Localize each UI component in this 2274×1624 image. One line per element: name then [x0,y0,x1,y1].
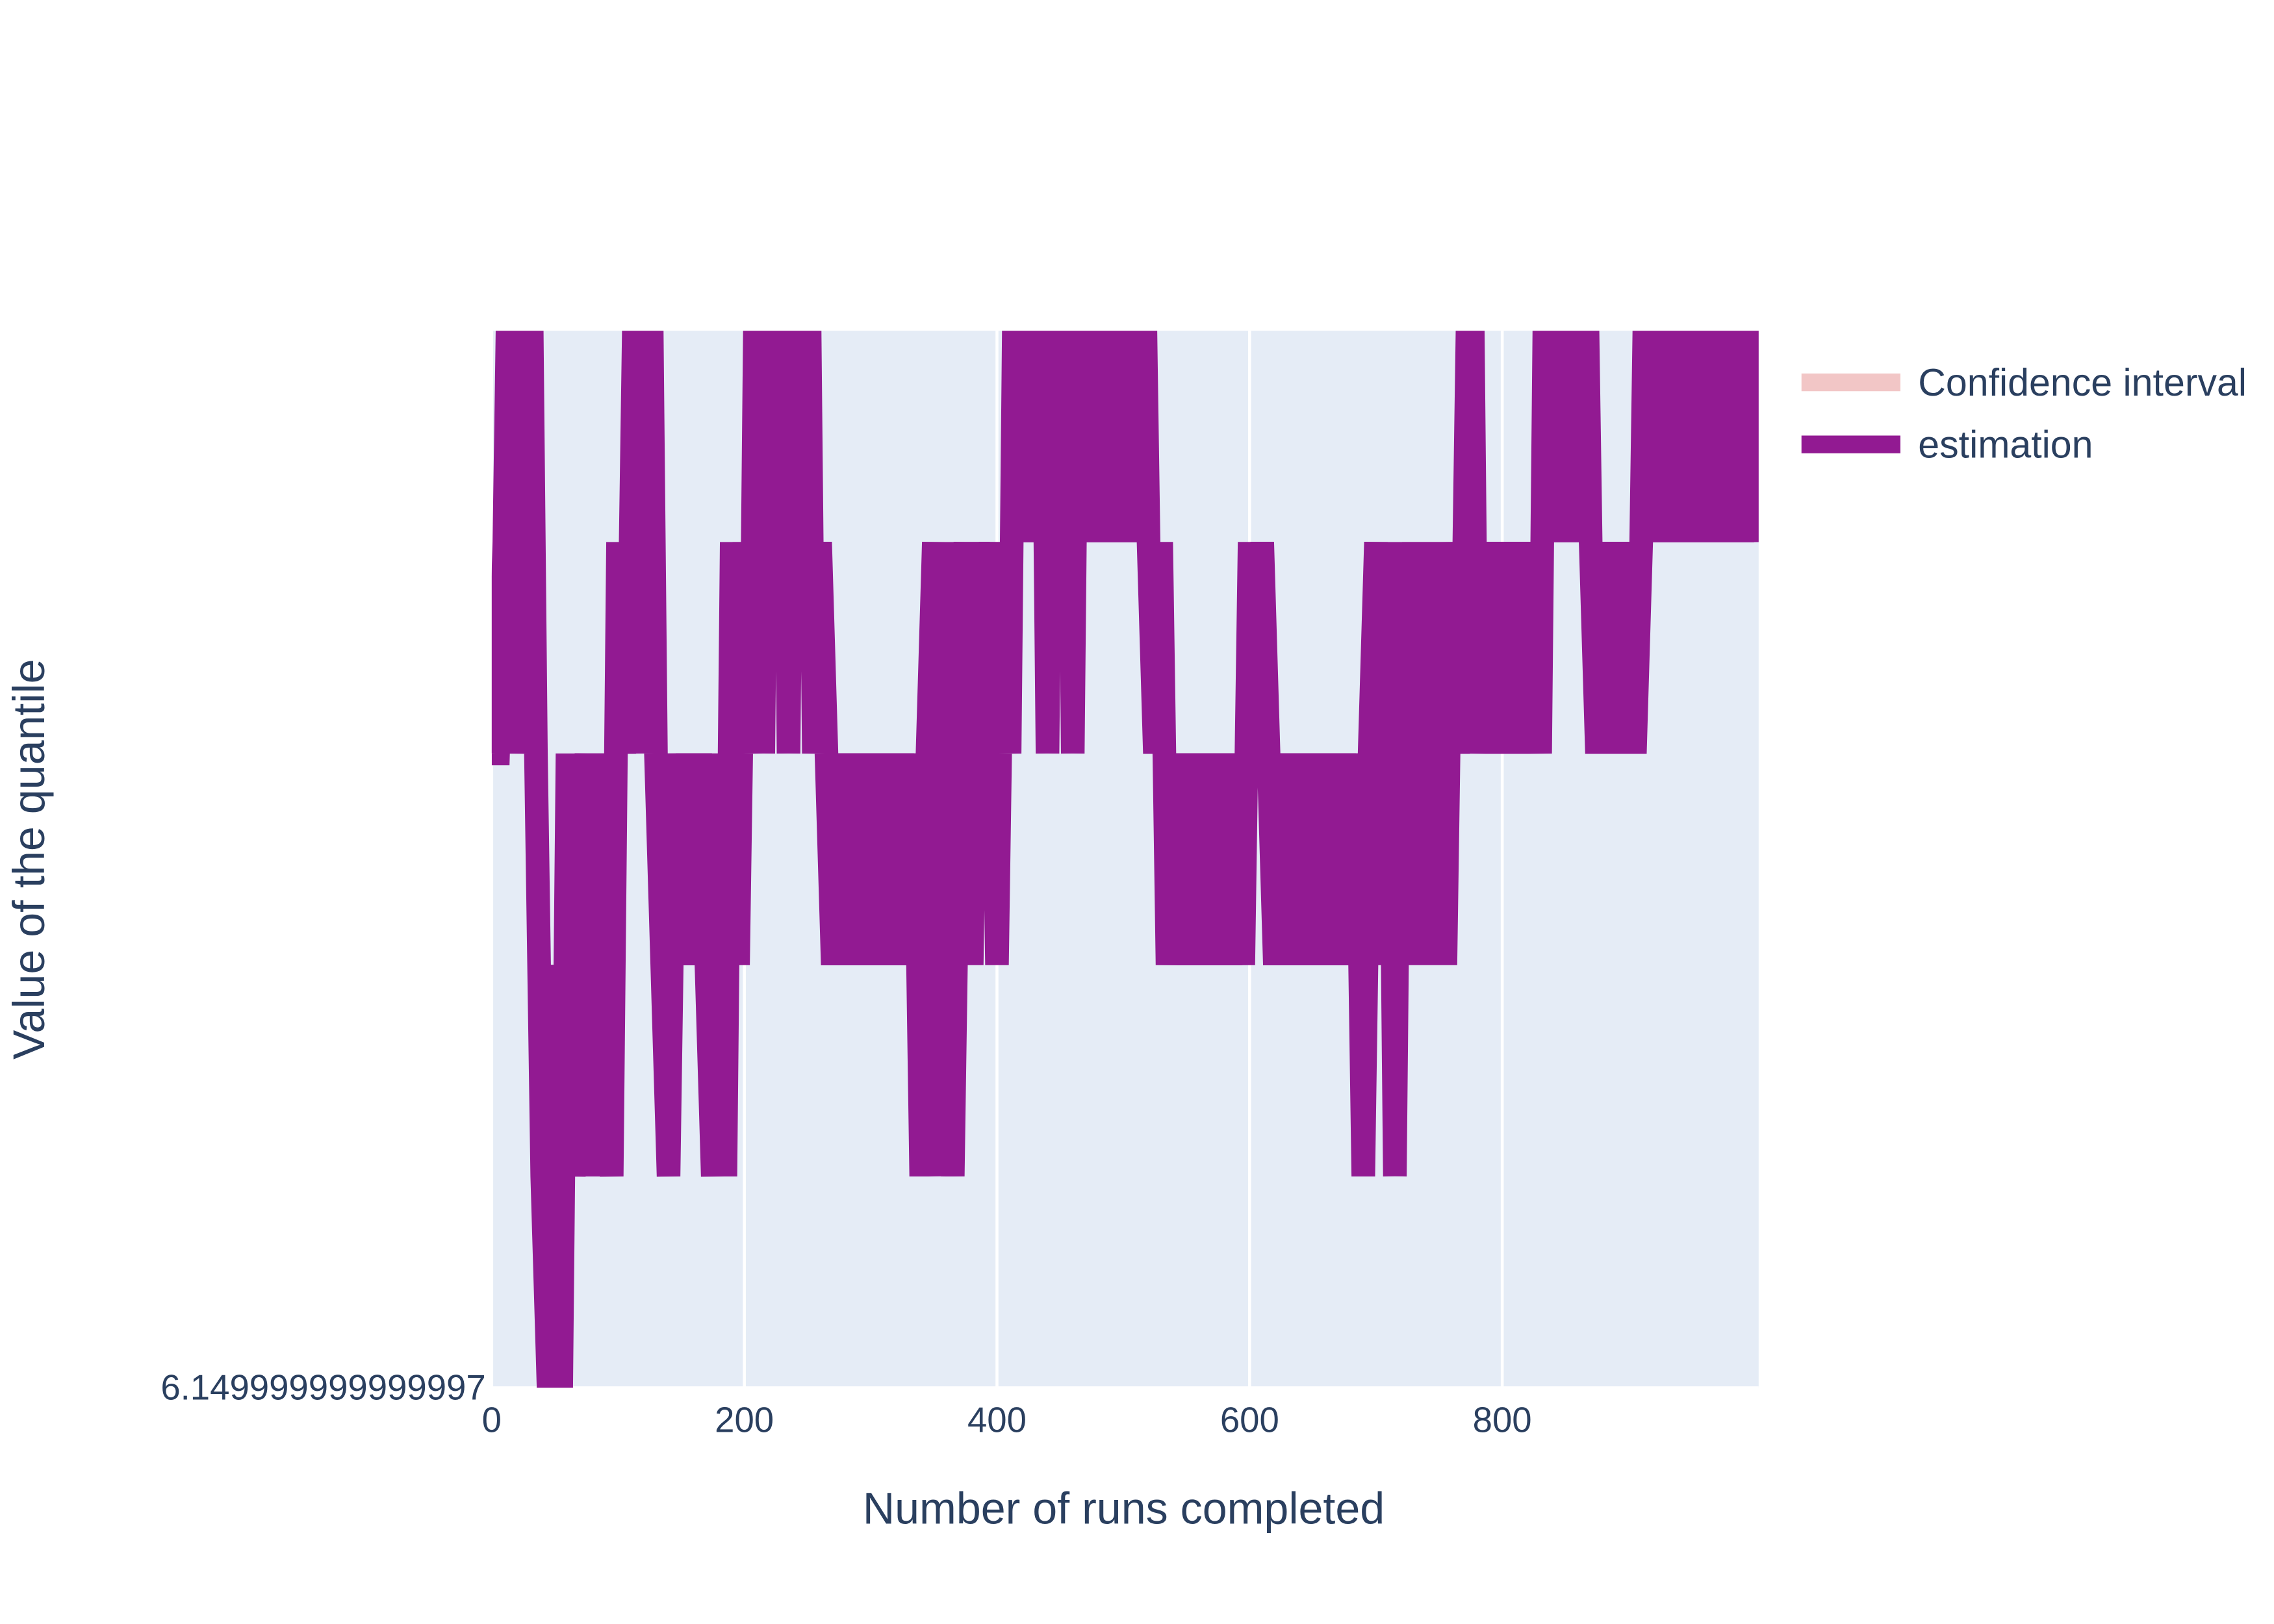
x-tick-label: 400 [967,1401,1027,1440]
x-tick-label: 800 [1473,1401,1532,1440]
x-tick-label: 200 [715,1401,774,1440]
series-line [491,331,1759,1388]
y-tick-label: 6.149999999999997 [160,1368,485,1408]
legend: Confidence interval estimation [1801,361,2247,466]
x-tick-label: 0 [482,1401,502,1440]
labels: 0 200 400 600 800 6.149999999999997 [160,1368,1531,1440]
lines [491,331,1759,1388]
legend-label: estimation [1918,424,2093,466]
legend-label: Confidence interval [1918,361,2247,404]
y-axis-title: Value of the quantile [5,659,54,1059]
x-tick-label: 600 [1220,1401,1279,1440]
x-axis-title: Number of runs completed [863,1484,1385,1533]
